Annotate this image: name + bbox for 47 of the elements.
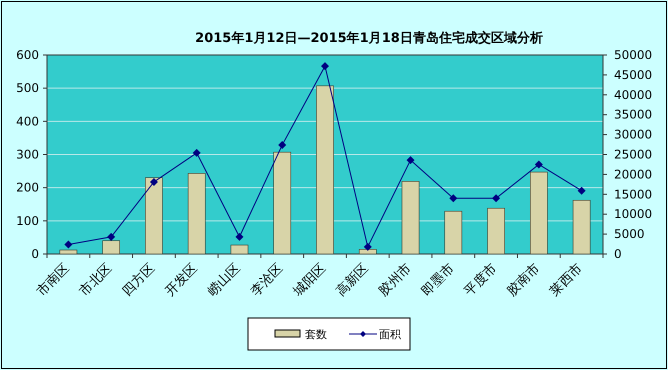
x-tick-label: 高新区 <box>332 260 372 300</box>
point <box>534 160 543 168</box>
y2-tick-label: 35000 <box>614 108 652 122</box>
x-tick-label: 李沧区 <box>248 261 286 300</box>
point <box>107 232 116 241</box>
chart-title: 2015年1月12日—2015年1月18日青岛住宅成交区域分析 <box>195 30 543 46</box>
y2-tick-label: 15000 <box>614 187 652 202</box>
x-tick-label: 四方区 <box>119 260 158 300</box>
x-tick-label: 胶南市 <box>504 261 543 300</box>
point <box>364 242 372 251</box>
x-tick-label: 胶州市 <box>376 261 415 300</box>
legend-label: 面积 <box>379 328 401 341</box>
point <box>64 240 72 248</box>
y2-tick-label: 10000 <box>614 207 652 222</box>
point <box>578 186 586 195</box>
x-tick-label: 莱西市 <box>547 261 586 300</box>
point <box>278 140 286 149</box>
y-tick-label: 300 <box>16 148 39 162</box>
y2-tick-label: 45000 <box>614 68 652 82</box>
point <box>321 62 329 70</box>
point <box>192 148 201 157</box>
y-tick-label: 100 <box>16 214 39 228</box>
legend-label: 套数 <box>305 328 327 341</box>
point <box>449 194 458 202</box>
y2-tick-label: 25000 <box>614 148 652 162</box>
x-tick-label: 平度市 <box>461 260 500 300</box>
y2-tick-label: 5000 <box>614 227 645 242</box>
x-tick-label: 崂山区 <box>205 261 244 300</box>
y2-tick-label: 40000 <box>614 88 652 102</box>
y2-tick-label: 50000 <box>614 48 652 62</box>
y-tick-label: 200 <box>16 180 39 195</box>
y-tick-label: 500 <box>16 81 39 96</box>
y-tick-label: 400 <box>16 114 39 128</box>
y-tick-label: 0 <box>31 247 39 261</box>
point <box>492 194 500 202</box>
x-tick-label: 市北区 <box>76 261 116 300</box>
y2-tick-label: 0 <box>614 247 622 261</box>
x-tick-label: 即墨市 <box>419 261 458 300</box>
point <box>150 178 158 186</box>
x-tick-label: 市南区 <box>34 261 72 300</box>
y2-tick-label: 30000 <box>614 128 652 142</box>
point <box>235 232 244 241</box>
point <box>406 156 415 164</box>
y2-tick-label: 20000 <box>614 167 652 182</box>
y-tick-label: 600 <box>16 48 39 62</box>
x-tick-label: 城阳区 <box>290 261 329 300</box>
x-tick-label: 开发区 <box>162 261 201 300</box>
